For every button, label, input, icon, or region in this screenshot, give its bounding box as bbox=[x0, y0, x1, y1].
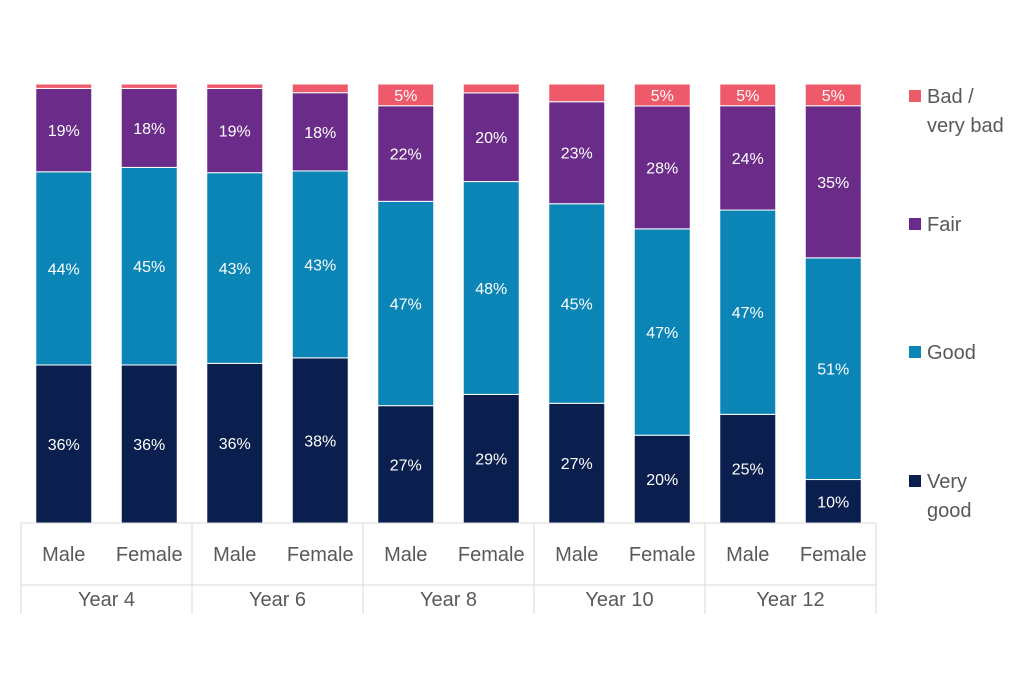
x-tick-label: Female bbox=[800, 544, 867, 566]
bar-segment-very-good-0 bbox=[35, 364, 93, 524]
data-label: 35% bbox=[817, 175, 849, 192]
data-label: 29% bbox=[475, 452, 507, 469]
data-label: 47% bbox=[732, 305, 764, 322]
data-label: 45% bbox=[133, 259, 165, 276]
data-label: 47% bbox=[646, 325, 678, 342]
data-label: 27% bbox=[390, 457, 422, 474]
bar-segment-fair-4 bbox=[377, 105, 435, 202]
bar-segment-bad-very-bad-8 bbox=[719, 83, 777, 107]
x-tick-label: Male bbox=[384, 544, 427, 566]
x-tick-label: Male bbox=[555, 544, 598, 566]
data-label: 36% bbox=[48, 437, 80, 454]
bar-segment-bad-very-bad-1 bbox=[120, 83, 178, 89]
data-label: 48% bbox=[475, 281, 507, 298]
data-label: 5% bbox=[822, 88, 845, 105]
x-tick-label: Male bbox=[42, 544, 85, 566]
bar-segment-bad-very-bad-0 bbox=[35, 83, 93, 89]
data-label: 23% bbox=[561, 146, 593, 163]
bar-segment-bad-very-bad-2 bbox=[206, 83, 264, 89]
x-tick-label: Male bbox=[726, 544, 769, 566]
x-group-label: Year 8 bbox=[420, 589, 477, 611]
bar-segment-fair-7 bbox=[633, 105, 691, 230]
legend-swatch-0 bbox=[909, 90, 921, 102]
data-label: 51% bbox=[817, 362, 849, 379]
x-tick-label: Female bbox=[116, 544, 183, 566]
bar-segment-good-0 bbox=[35, 171, 93, 366]
bar-segment-good-7 bbox=[633, 228, 691, 436]
data-label: 18% bbox=[133, 121, 165, 138]
data-label: 47% bbox=[390, 297, 422, 314]
data-label: 28% bbox=[646, 160, 678, 177]
bar-segment-very-good-3 bbox=[291, 357, 349, 524]
bar-segment-very-good-5 bbox=[462, 393, 520, 524]
legend-swatch-1 bbox=[909, 218, 921, 230]
legend-swatch-3 bbox=[909, 475, 921, 487]
bar-segment-good-8 bbox=[719, 209, 777, 415]
legend-label: Good bbox=[927, 342, 976, 364]
bar-segment-very-good-7 bbox=[633, 434, 691, 524]
data-label: 20% bbox=[475, 130, 507, 147]
data-label: 27% bbox=[561, 456, 593, 473]
bar-segment-fair-2 bbox=[206, 87, 264, 174]
x-group-label: Year 4 bbox=[78, 589, 135, 611]
x-group-label: Year 6 bbox=[249, 589, 306, 611]
data-label: 19% bbox=[48, 123, 80, 140]
data-label: 24% bbox=[732, 151, 764, 168]
data-label: 10% bbox=[817, 494, 849, 511]
x-tick-label: Female bbox=[287, 544, 354, 566]
data-label: 43% bbox=[304, 257, 336, 274]
bar-segment-bad-very-bad-4 bbox=[377, 83, 435, 107]
bar-segment-good-6 bbox=[548, 203, 606, 404]
bar-segment-bad-very-bad-9 bbox=[804, 83, 862, 107]
legend-label: Very bbox=[927, 471, 967, 493]
data-label: 45% bbox=[561, 297, 593, 314]
bar-segment-fair-5 bbox=[462, 92, 520, 183]
bar-segment-very-good-6 bbox=[548, 402, 606, 524]
data-label: 38% bbox=[304, 433, 336, 450]
x-tick-label: Female bbox=[629, 544, 696, 566]
data-label: 36% bbox=[133, 437, 165, 454]
x-tick-label: Female bbox=[458, 544, 525, 566]
data-label: 44% bbox=[48, 261, 80, 278]
legend-label: very bad bbox=[927, 115, 1004, 137]
data-label: 5% bbox=[394, 88, 417, 105]
data-label: 18% bbox=[304, 125, 336, 142]
bar-segment-very-good-9 bbox=[804, 479, 862, 524]
bar-segment-very-good-8 bbox=[719, 413, 777, 524]
legend-label: Fair bbox=[927, 214, 962, 236]
x-tick-label: Male bbox=[213, 544, 256, 566]
x-group-label: Year 12 bbox=[756, 589, 824, 611]
x-group-label: Year 10 bbox=[585, 589, 653, 611]
bar-segment-good-3 bbox=[291, 170, 349, 359]
legend-label: Bad / bbox=[927, 86, 974, 108]
bar-segment-very-good-1 bbox=[120, 364, 178, 524]
data-label: 36% bbox=[219, 436, 251, 453]
bar-segment-good-9 bbox=[804, 257, 862, 481]
bar-segment-very-good-4 bbox=[377, 405, 435, 524]
data-label: 25% bbox=[732, 462, 764, 479]
bar-segment-good-5 bbox=[462, 181, 520, 395]
data-label: 20% bbox=[646, 472, 678, 489]
data-label: 19% bbox=[219, 124, 251, 141]
bar-segment-fair-3 bbox=[291, 92, 349, 172]
data-label: 22% bbox=[390, 147, 422, 164]
data-label: 43% bbox=[219, 261, 251, 278]
data-label: 5% bbox=[736, 88, 759, 105]
bar-segment-fair-1 bbox=[120, 87, 178, 168]
data-label: 5% bbox=[651, 88, 674, 105]
legend-swatch-2 bbox=[909, 346, 921, 358]
bar-segment-bad-very-bad-6 bbox=[548, 83, 606, 103]
bar-segment-good-1 bbox=[120, 166, 178, 366]
bar-segment-bad-very-bad-7 bbox=[633, 83, 691, 107]
legend-label: good bbox=[927, 500, 972, 522]
bar-segment-good-2 bbox=[206, 172, 264, 364]
bar-segment-bad-very-bad-3 bbox=[291, 83, 349, 94]
bar-segment-bad-very-bad-5 bbox=[462, 83, 520, 94]
